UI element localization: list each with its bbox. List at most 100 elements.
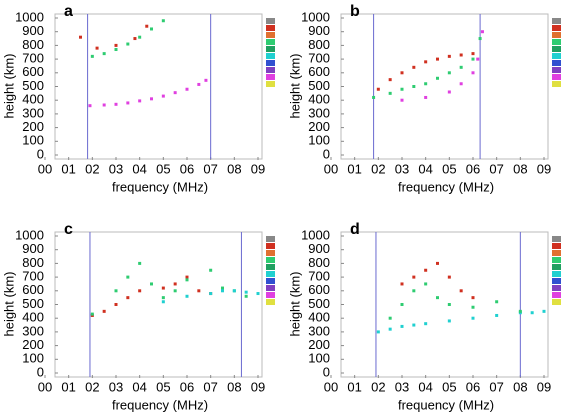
- y-tick-label: 800: [308, 255, 330, 270]
- x-tick-label: 01: [347, 161, 361, 176]
- y-tick-label: 700: [308, 269, 330, 284]
- data-point: [471, 305, 475, 309]
- data-point: [221, 289, 224, 293]
- data-point: [447, 71, 451, 75]
- color-key: [266, 60, 275, 66]
- color-key: [266, 81, 275, 87]
- data-point: [173, 91, 177, 95]
- y-tick-label: 100: [22, 133, 44, 148]
- data-point: [542, 309, 546, 313]
- y-tick-label: 200: [308, 337, 330, 352]
- x-tick-label: 07: [489, 161, 503, 176]
- y-tick-label: 600: [22, 282, 44, 297]
- y-tick-label: 700: [308, 51, 330, 66]
- data-point: [150, 97, 153, 101]
- data-point: [412, 289, 416, 293]
- data-point: [447, 54, 451, 58]
- data-point: [126, 296, 130, 300]
- data-point: [412, 275, 416, 279]
- color-key: [266, 285, 275, 291]
- data-point: [447, 303, 451, 306]
- data-point: [185, 87, 189, 91]
- x-tick-label: 06: [466, 161, 480, 176]
- data-point: [114, 303, 118, 306]
- data-point: [133, 37, 137, 41]
- data-point: [424, 282, 428, 286]
- data-point: [447, 90, 451, 94]
- data-point: [138, 289, 142, 293]
- color-key: [266, 236, 275, 242]
- data-point: [114, 48, 118, 52]
- y-tick-label: 100: [22, 351, 44, 366]
- data-point: [412, 65, 416, 69]
- color-key: [266, 271, 275, 277]
- y-tick-label: 400: [22, 310, 44, 325]
- data-point: [459, 82, 463, 86]
- data-point: [95, 46, 99, 50]
- data-point: [436, 296, 439, 300]
- data-point: [185, 278, 189, 282]
- y-tick-label: 900: [308, 23, 330, 38]
- color-key: [552, 285, 561, 291]
- x-tick-label: 08: [513, 161, 527, 176]
- y-tick-label: 100: [308, 133, 330, 148]
- color-key: [552, 299, 561, 305]
- data-point: [471, 71, 475, 75]
- data-point: [173, 282, 177, 286]
- data-point: [79, 35, 82, 39]
- data-point: [388, 91, 392, 95]
- y-tick-label: 200: [22, 119, 44, 134]
- y-tick-label: 1000: [301, 227, 330, 242]
- data-point: [88, 104, 92, 108]
- x-tick-label: 03: [395, 379, 409, 394]
- data-point: [138, 35, 142, 39]
- x-tick-label: 09: [537, 161, 551, 176]
- data-point: [185, 294, 189, 298]
- y-tick-label: 500: [22, 296, 44, 311]
- color-key: [552, 264, 561, 270]
- color-key: [266, 46, 275, 52]
- color-key: [266, 53, 275, 59]
- data-point: [400, 98, 404, 102]
- plot-frame: [340, 13, 549, 160]
- data-point: [476, 57, 480, 61]
- data-point: [388, 327, 392, 331]
- data-point: [480, 30, 484, 34]
- color-key: [266, 264, 275, 270]
- x-tick-label: 04: [132, 379, 146, 394]
- color-key: [266, 250, 275, 256]
- x-tick-label: 02: [85, 161, 99, 176]
- x-tick-label: 04: [132, 161, 146, 176]
- data-point: [256, 292, 260, 296]
- y-tick-label: 700: [22, 269, 44, 284]
- color-key: [266, 18, 275, 24]
- color-key: [552, 271, 561, 277]
- y-tick-label: 800: [22, 255, 44, 270]
- x-tick-label: 08: [513, 379, 527, 394]
- x-tick-label: 05: [442, 379, 456, 394]
- x-tick-label: 05: [156, 379, 170, 394]
- y-tick-label: 1000: [15, 227, 44, 242]
- x-axis-label: frequency (MHz): [112, 179, 208, 194]
- data-point: [447, 319, 451, 323]
- color-key: [552, 60, 561, 66]
- data-point: [209, 268, 213, 272]
- y-tick-label: 600: [308, 64, 330, 79]
- color-key: [552, 53, 561, 59]
- color-key: [266, 39, 275, 45]
- y-tick-label: 200: [22, 337, 44, 352]
- y-tick-label: 500: [308, 296, 330, 311]
- plot-frame: [54, 231, 263, 378]
- x-tick-label: 02: [85, 379, 99, 394]
- color-key: [266, 278, 275, 284]
- data-point: [161, 19, 165, 23]
- x-tick-label: 01: [61, 161, 75, 176]
- data-point: [161, 300, 165, 304]
- data-point: [400, 282, 404, 286]
- color-key: [552, 67, 561, 73]
- data-point: [161, 94, 165, 98]
- color-key: [552, 278, 561, 284]
- y-tick-label: 0: [323, 146, 330, 161]
- x-tick-label: 09: [251, 379, 265, 394]
